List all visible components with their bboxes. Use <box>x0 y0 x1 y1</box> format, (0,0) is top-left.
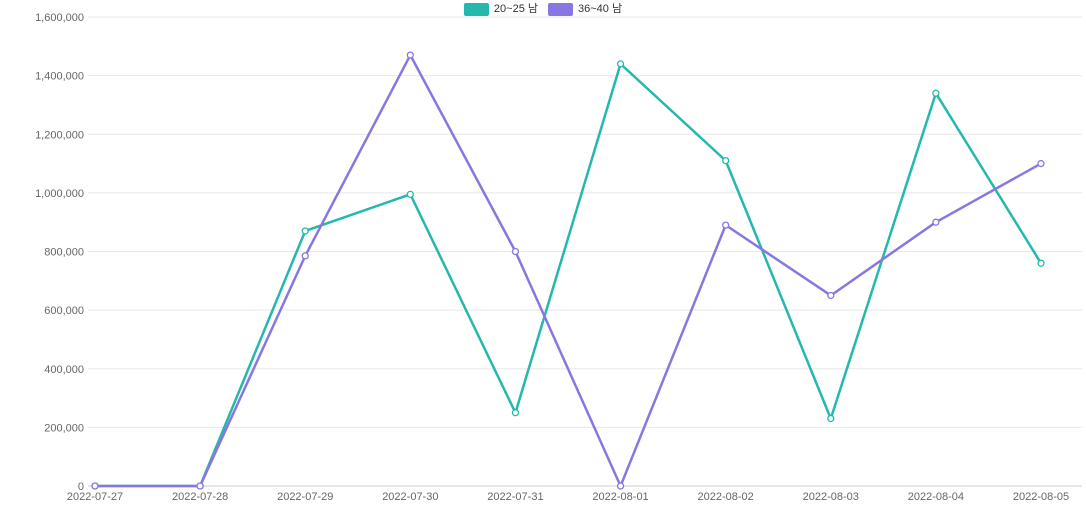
data-point[interactable] <box>406 51 414 59</box>
data-point[interactable] <box>301 252 309 260</box>
x-axis-tick-label: 2022-07-30 <box>382 491 438 503</box>
y-axis-tick-label: 200,000 <box>44 422 84 434</box>
data-point[interactable] <box>722 156 730 165</box>
data-point[interactable] <box>932 218 940 226</box>
data-point[interactable] <box>511 247 520 256</box>
data-point[interactable] <box>616 482 625 490</box>
y-axis-tick-label: 600,000 <box>44 305 84 317</box>
y-axis-tick-label: 800,000 <box>44 247 84 259</box>
y-axis-tick-label: 1,600,000 <box>35 12 84 24</box>
x-axis-tick-label: 2022-07-31 <box>487 491 543 503</box>
legend-item-1[interactable]: 36~40 남 <box>548 3 622 16</box>
x-axis-tick-label: 2022-07-29 <box>277 491 333 503</box>
data-point[interactable] <box>196 482 204 490</box>
data-point[interactable] <box>406 190 414 198</box>
series-line-0 <box>93 62 1043 488</box>
series-line-1 <box>93 53 1043 488</box>
data-point[interactable] <box>511 409 520 417</box>
x-axis-tick-label: 2022-07-27 <box>67 491 123 503</box>
x-axis-tick-label: 2022-08-05 <box>1013 491 1069 503</box>
chart-legend: 20~25 남 36~40 남 <box>0 3 1086 16</box>
x-axis-tick-label: 2022-08-03 <box>803 491 859 503</box>
data-point[interactable] <box>827 291 835 300</box>
data-point[interactable] <box>301 227 309 235</box>
data-point[interactable] <box>1037 259 1045 267</box>
data-point[interactable] <box>1037 159 1045 168</box>
x-axis-tick-label: 2022-08-01 <box>592 491 648 503</box>
data-point[interactable] <box>722 221 730 229</box>
x-axis-tick-label: 2022-08-04 <box>908 491 964 503</box>
data-point[interactable] <box>616 60 625 68</box>
legend-swatch <box>548 3 573 16</box>
y-axis-tick-label: 400,000 <box>44 364 84 376</box>
legend-label: 36~40 남 <box>578 3 623 15</box>
x-axis-tick-label: 2022-08-02 <box>698 491 754 503</box>
legend-label: 20~25 남 <box>493 3 538 15</box>
y-axis-tick-label: 1,400,000 <box>35 71 84 83</box>
data-point[interactable] <box>827 414 835 423</box>
data-point[interactable] <box>932 89 940 97</box>
y-axis-tick-label: 1,000,000 <box>35 188 84 200</box>
legend-swatch <box>463 3 489 16</box>
legend-item-0[interactable]: 20~25 남 <box>463 3 538 16</box>
x-axis-tick-label: 2022-07-28 <box>172 491 228 503</box>
y-axis-tick-label: 0 <box>78 481 84 493</box>
y-axis-tick-label: 1,200,000 <box>35 129 84 141</box>
data-point[interactable] <box>91 482 99 490</box>
